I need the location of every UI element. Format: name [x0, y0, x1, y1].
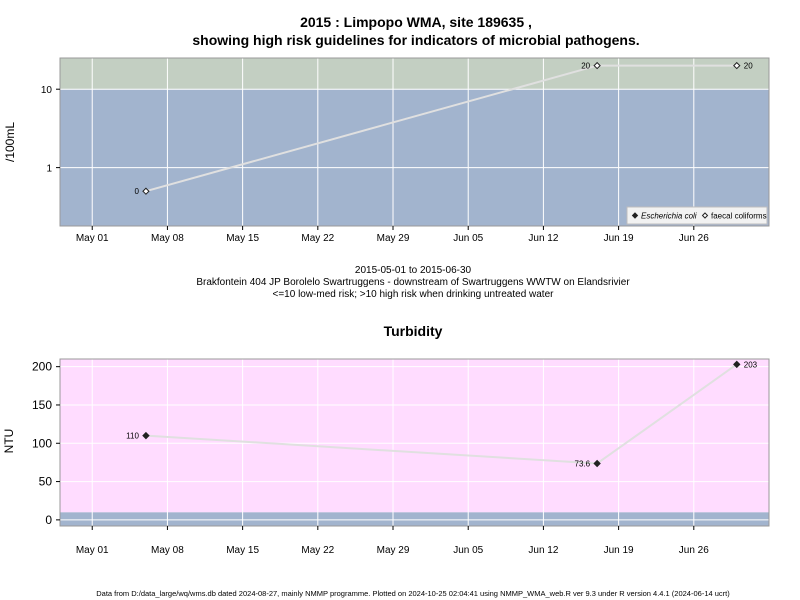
turb-plot-frame: [59, 358, 770, 527]
turb-xtick-label-8: Jun 26: [679, 545, 709, 556]
micro-xtick-label-6: Jun 12: [528, 233, 558, 244]
micro-ytick-label-0: 1: [46, 164, 52, 175]
micro-data-label-0: 0: [134, 187, 139, 196]
footer-note: Data from D:/data_large/wq/wms.db dated …: [96, 589, 730, 598]
micro-plot-frame: [59, 57, 770, 227]
chart-microbial: May 01 May 08 May 15 May 22 May 29 Jun 05 Jun …: [3, 57, 770, 244]
turb-ytick-label-2: 100: [32, 436, 52, 450]
turb-data-point-1: [593, 459, 601, 468]
turb-xtick-label-1: May 08: [151, 545, 184, 556]
micro-data-point-0: [142, 187, 150, 195]
risk-guideline-label: <=10 low-med risk; >10 high risk when dr…: [273, 289, 555, 300]
micro-data-label-1: 20: [581, 62, 590, 71]
turb-xtick-label-7: Jun 19: [604, 545, 634, 556]
turb-band-1: [60, 359, 769, 513]
micro-band-0: [60, 89, 769, 226]
micro-ytick-label-1: 10: [41, 85, 53, 96]
micro-legend: Escherichia coli faecal coliforms: [626, 206, 768, 225]
turb-data-label-0: 110: [126, 432, 139, 441]
turb-xtick-label-4: May 29: [377, 545, 410, 556]
site-description-label: Brakfontein 404 JP Borolelo Swartruggens…: [196, 277, 630, 288]
turb-ytick-label-0: 0: [45, 513, 52, 527]
turb-xtick-label-2: May 15: [226, 545, 259, 556]
micro-legend-marker-1: [701, 212, 709, 219]
turb-data-label-1: 73.6: [575, 459, 591, 468]
turbidity-title: Turbidity: [384, 323, 443, 339]
micro-data-point-2: [733, 61, 741, 70]
turb-data-label-2: 203: [744, 360, 758, 369]
turb-data-point-0: [142, 431, 150, 440]
micro-xtick-label-4: May 29: [377, 233, 410, 244]
turb-xtick-label-6: Jun 12: [528, 545, 558, 556]
micro-band-1: [60, 58, 769, 90]
micro-data-label-2: 20: [744, 62, 753, 71]
micro-data-point-1: [593, 61, 601, 70]
chart-microbial-xlabels: 2015-05-01 to 2015-06-30 Brakfontein 404…: [196, 265, 630, 300]
micro-legend-box: [626, 206, 768, 225]
turb-band-0: [60, 512, 769, 526]
turb-xtick-label-5: Jun 05: [453, 545, 483, 556]
turb-xtick-label-0: May 01: [76, 545, 109, 556]
figure-title-line2: showing high risk guidelines for indicat…: [192, 32, 639, 48]
micro-xtick-label-0: May 01: [76, 233, 109, 244]
micro-xtick-label-2: May 15: [226, 233, 259, 244]
chart-turbidity: May 01 May 08 May 15 May 22 May 29 Jun 05 Jun …: [2, 358, 770, 556]
turb-ytick-label-3: 150: [32, 398, 52, 412]
micro-ylabel: /100mL: [3, 122, 17, 162]
date-range-label: 2015-05-01 to 2015-06-30: [355, 265, 472, 276]
micro-xtick-label-5: Jun 05: [453, 233, 483, 244]
turb-data-point-2: [733, 360, 741, 369]
micro-xtick-label-7: Jun 19: [604, 233, 634, 244]
turb-ylabel: NTU: [2, 429, 16, 454]
micro-legend-marker-0: [631, 212, 639, 219]
turb-ytick-label-4: 200: [32, 360, 52, 374]
micro-legend-label-0: Escherichia coli: [641, 212, 697, 221]
micro-xtick-label-8: Jun 26: [679, 233, 709, 244]
micro-legend-label-1: faecal coliforms: [711, 212, 767, 221]
micro-xtick-label-3: May 22: [301, 233, 334, 244]
micro-xtick-label-1: May 08: [151, 233, 184, 244]
figure-title-line1: 2015 : Limpopo WMA, site 189635 ,: [300, 14, 532, 30]
turb-xtick-label-3: May 22: [301, 545, 334, 556]
turb-ytick-label-1: 50: [39, 475, 53, 489]
